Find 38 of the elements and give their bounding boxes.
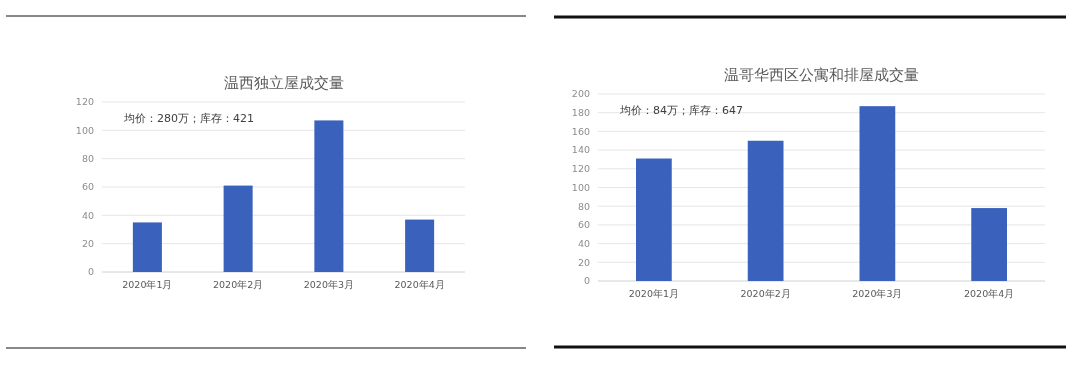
y-tick-label: 120 bbox=[571, 163, 590, 175]
bar bbox=[859, 106, 896, 281]
x-tick-label: 2020年3月 bbox=[852, 288, 903, 299]
bar bbox=[636, 158, 672, 281]
x-tick-label: 2020年2月 bbox=[213, 279, 264, 290]
y-tick-label: 200 bbox=[571, 88, 590, 100]
chart-title: 温哥华西区公寓和排屋成交量 bbox=[724, 66, 919, 84]
x-tick-label: 2020年2月 bbox=[740, 288, 791, 299]
y-tick-label: 180 bbox=[571, 107, 590, 119]
bar bbox=[405, 219, 435, 272]
y-tick-label: 160 bbox=[571, 125, 590, 137]
y-tick-label: 0 bbox=[583, 275, 590, 287]
x-tick-label: 2020年1月 bbox=[122, 279, 173, 290]
annotation: 均价：280万；库存：421 bbox=[123, 112, 254, 125]
y-tick-label: 80 bbox=[577, 200, 590, 212]
x-tick-label: 2020年1月 bbox=[628, 288, 679, 299]
annotation: 均价：84万；库存：647 bbox=[619, 104, 743, 117]
y-tick-label: 80 bbox=[81, 152, 94, 164]
y-tick-label: 60 bbox=[81, 181, 94, 193]
chart-title: 温西独立屋成交量 bbox=[223, 74, 344, 92]
y-tick-label: 100 bbox=[571, 181, 590, 193]
bar bbox=[314, 120, 344, 272]
y-tick-label: 120 bbox=[75, 96, 94, 108]
y-tick-label: 20 bbox=[577, 256, 590, 268]
y-tick-label: 40 bbox=[81, 209, 94, 221]
y-tick-label: 60 bbox=[577, 219, 590, 231]
y-tick-label: 20 bbox=[81, 237, 94, 249]
y-tick-label: 140 bbox=[571, 144, 590, 156]
y-tick-label: 40 bbox=[577, 237, 590, 249]
y-tick-label: 100 bbox=[75, 124, 94, 136]
y-tick-label: 0 bbox=[87, 266, 94, 278]
x-tick-label: 2020年4月 bbox=[394, 279, 445, 290]
bar bbox=[223, 185, 253, 272]
bar bbox=[747, 140, 784, 281]
x-tick-label: 2020年3月 bbox=[303, 279, 354, 290]
bar bbox=[132, 222, 162, 272]
bar bbox=[971, 208, 1008, 281]
x-tick-label: 2020年4月 bbox=[964, 288, 1015, 299]
